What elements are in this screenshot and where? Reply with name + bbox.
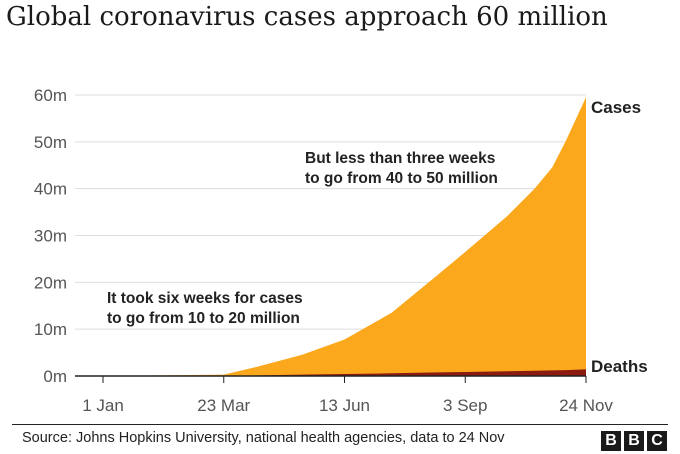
cases-area xyxy=(103,97,586,377)
x-tick-label: 1 Jan xyxy=(82,396,124,415)
y-tick-label: 40m xyxy=(34,180,67,199)
chart-title: Global coronavirus cases approach 60 mil… xyxy=(6,2,608,32)
deaths-area xyxy=(103,369,586,376)
y-tick-label: 30m xyxy=(34,227,67,246)
y-tick-label: 10m xyxy=(34,320,67,339)
x-tick-label: 3 Sep xyxy=(443,396,487,415)
y-tick-label: 0m xyxy=(43,367,67,386)
bbc-logo-letter: B xyxy=(624,431,644,451)
x-tick-label: 24 Nov xyxy=(559,396,613,415)
annotation-line: to go from 40 to 50 million xyxy=(305,170,498,187)
area-chart: 0m 10m 20m 30m 40m 50m 60m 1 Jan 23 Mar 13 Jun 3 S… xyxy=(34,86,648,415)
annotation-line: It took six weeks for cases xyxy=(107,290,303,307)
bbc-logo: B B C xyxy=(601,431,667,451)
x-tick-label: 13 Jun xyxy=(319,396,370,415)
y-tick-label: 60m xyxy=(34,86,67,105)
bbc-logo-letter: C xyxy=(647,431,667,451)
annotation-line: to go from 10 to 20 million xyxy=(107,310,300,327)
y-tick-label: 20m xyxy=(34,273,67,292)
series-label-cases: Cases xyxy=(591,98,641,117)
footer-divider xyxy=(12,424,668,425)
annotation-line: But less than three weeks xyxy=(305,150,495,167)
series-label-deaths: Deaths xyxy=(591,357,648,376)
bbc-logo-letter: B xyxy=(601,431,621,451)
source-note: Source: Johns Hopkins University, nation… xyxy=(22,430,505,446)
y-tick-label: 50m xyxy=(34,133,67,152)
x-tick-label: 23 Mar xyxy=(197,396,250,415)
